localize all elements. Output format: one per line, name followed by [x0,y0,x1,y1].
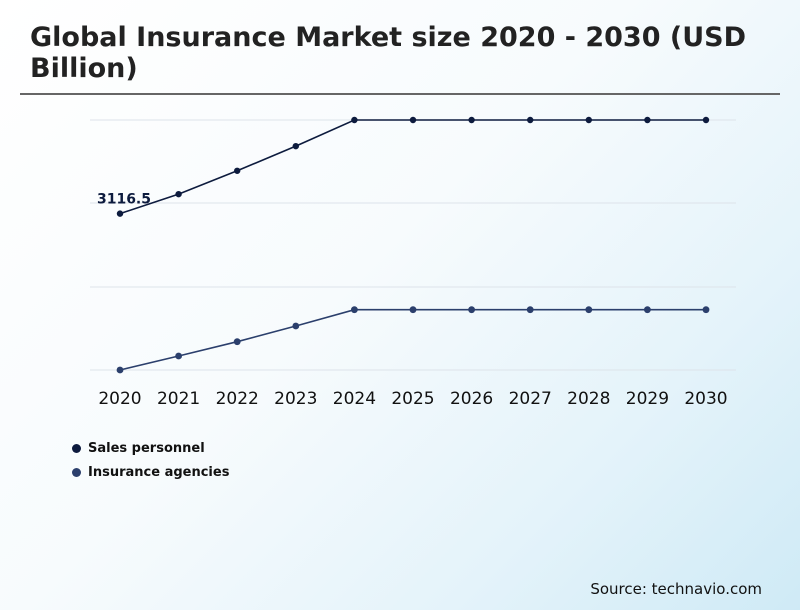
legend-item-sales-personnel[interactable]: Sales personnel [72,436,229,460]
data-point-s1-2021[interactable] [175,352,183,360]
x-tick-label-2022: 2022 [216,389,259,409]
x-tick-label-2023: 2023 [274,389,317,409]
x-axis-ticks: 2020 2021 2022 2023 2024 2025 2026 2027 2028 2029… [98,389,727,409]
gridlines [90,119,736,371]
legend-label-sales-personnel: Sales personnel [88,440,205,456]
data-point-s0-2023[interactable] [292,142,299,150]
data-point-s0-2020[interactable] [116,210,124,217]
legend-item-insurance-agencies[interactable]: Insurance agencies [72,460,229,484]
line-chart: 2020 2021 2022 2023 2024 2025 2026 2027 2028 2029… [90,116,736,409]
x-tick-label-2028: 2028 [567,389,610,409]
series-line-1 [119,308,706,371]
data-point-s0-2026[interactable] [468,116,475,124]
data-point-s0-2022[interactable] [234,167,241,174]
data-point-s1-2030[interactable] [702,306,710,314]
chart-title: Global Insurance Market size 2020 - 2030… [30,22,747,84]
data-point-s1-2025[interactable] [409,306,417,314]
x-tick-label-2027: 2027 [509,389,552,409]
data-point-s1-2024[interactable] [351,306,358,314]
data-label-annotation-0: 3116.5 [97,192,151,208]
title-divider [20,93,780,95]
legend-marker-insurance-agencies [72,467,81,477]
data-point-s1-2023[interactable] [292,322,300,330]
data-point-s0-2021[interactable] [175,190,182,198]
data-point-s0-2025[interactable] [409,116,417,124]
x-tick-label-2021: 2021 [157,389,200,409]
x-tick-label-2025: 2025 [391,389,434,409]
annotations: 3116.5 [97,192,151,208]
data-point-s1-2028[interactable] [585,306,593,314]
series-lines [119,119,706,371]
data-point-s0-2030[interactable] [702,116,710,124]
x-tick-label-2026: 2026 [450,389,493,409]
series-points [116,116,710,374]
x-tick-label-2024: 2024 [333,389,376,409]
data-point-s1-2029[interactable] [644,306,651,314]
data-point-s0-2028[interactable] [585,116,592,124]
data-point-s1-2022[interactable] [233,338,241,346]
data-point-s0-2024[interactable] [351,116,358,124]
legend-label-insurance-agencies: Insurance agencies [88,464,230,480]
series-line-0 [119,119,706,215]
x-tick-label-2030: 2030 [684,389,727,409]
source-credit: Source: technavio.com [590,580,762,598]
data-point-s1-2020[interactable] [116,366,124,374]
legend-marker-sales-personnel [72,443,81,453]
x-tick-label-2029: 2029 [626,389,669,409]
legend: Sales personnel Insurance agencies [72,436,229,484]
x-tick-label-2020: 2020 [98,389,141,409]
data-point-s0-2029[interactable] [644,116,651,124]
data-point-s1-2026[interactable] [468,306,475,314]
data-point-s1-2027[interactable] [526,306,534,314]
data-point-s0-2027[interactable] [527,116,534,124]
